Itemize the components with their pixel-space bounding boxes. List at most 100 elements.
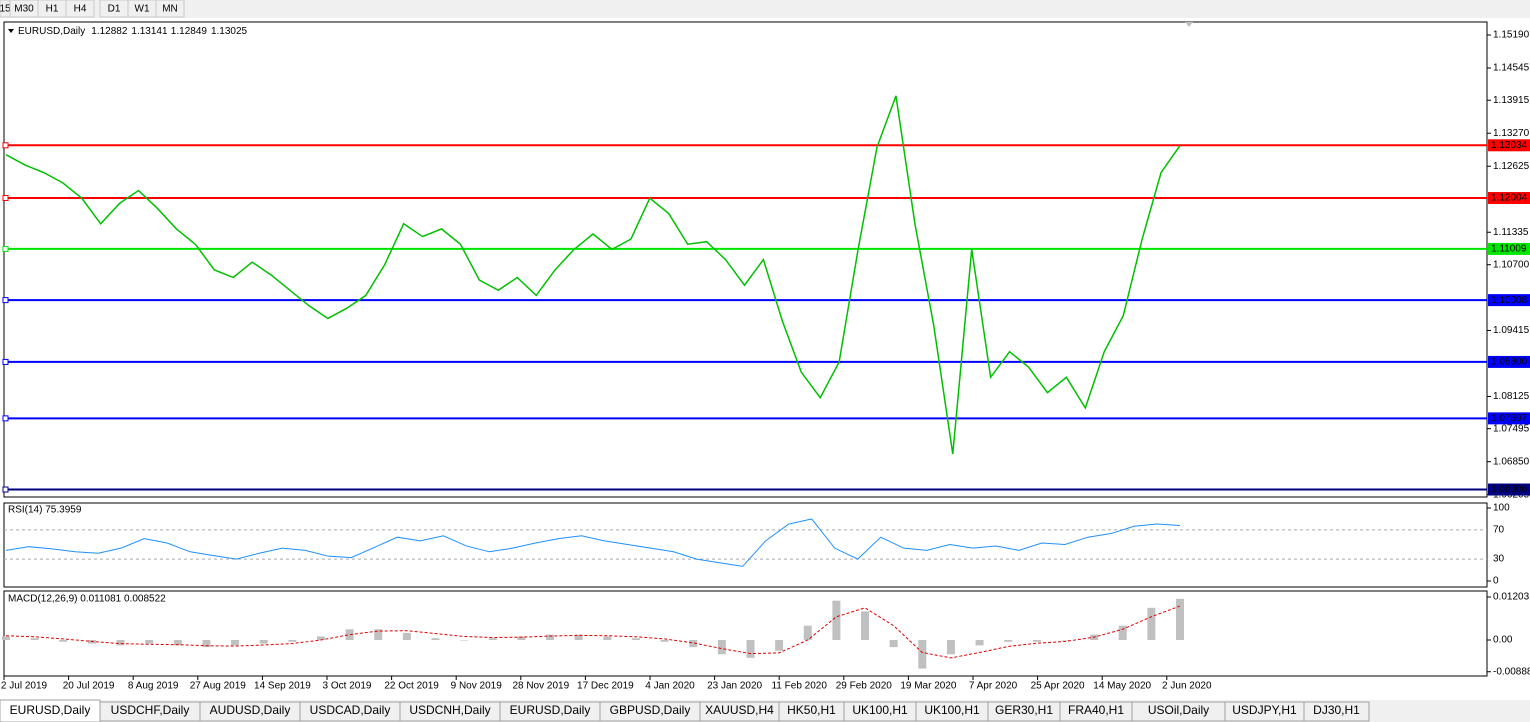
level-price-box xyxy=(1488,242,1530,255)
date-label: 20 Jul 2019 xyxy=(63,681,115,692)
date-label: 22 Oct 2019 xyxy=(384,681,439,692)
tab[interactable]: USDJPY,H1 xyxy=(1224,701,1305,722)
macd-bar xyxy=(374,629,383,641)
rsi-tick-label: 100 xyxy=(1493,503,1510,514)
price-label: 1.07495 xyxy=(1493,423,1530,434)
macd-signal xyxy=(5,605,1181,659)
date-label: 7 Apr 2020 xyxy=(969,681,1018,692)
macd-bar xyxy=(631,638,640,641)
date-label: 9 Nov 2019 xyxy=(451,681,503,692)
price-label: 1.13915 xyxy=(1493,95,1530,106)
timeframe-label: 15 xyxy=(0,4,11,15)
macd-bar xyxy=(173,640,182,646)
date-label: 17 Dec 2019 xyxy=(577,681,634,692)
level-price: 1.07697 xyxy=(1491,413,1528,424)
date-label: 29 Feb 2020 xyxy=(836,681,893,692)
macd-bar xyxy=(746,640,755,658)
level-price: 1.06306 xyxy=(1491,484,1528,495)
macd-bar xyxy=(1061,640,1070,641)
tab-label: FRA40,H1 xyxy=(1068,703,1124,717)
price-label: 1.08125 xyxy=(1493,391,1530,402)
tab[interactable]: USOil,Daily xyxy=(1131,701,1226,722)
rsi-label: RSI(14) 75.3959 xyxy=(8,505,82,516)
tab-label: USOil,Daily xyxy=(1148,703,1209,717)
tab-label: UK100,H1 xyxy=(852,703,908,717)
tab[interactable]: GER30,H1 xyxy=(987,701,1061,722)
macd-bar xyxy=(59,640,68,642)
date-label: 3 Oct 2019 xyxy=(323,681,372,692)
price-label: 1.15190 xyxy=(1493,30,1530,41)
tab-label: USDJPY,H1 xyxy=(1232,703,1297,717)
date-label: 4 Jan 2020 xyxy=(645,681,695,692)
timeframe-button[interactable] xyxy=(155,0,185,18)
macd-label: MACD(12,26,9) 0.011081 0.008522 xyxy=(8,594,166,605)
macd-bar xyxy=(889,640,898,648)
macd-bar xyxy=(1118,625,1127,641)
tab-label: XAUUSD,H4 xyxy=(705,703,774,717)
tab[interactable]: HK50,H1 xyxy=(778,701,845,722)
price-label: 1.11335 xyxy=(1493,227,1529,238)
price-label: 1.10700 xyxy=(1493,259,1530,270)
level-price-box xyxy=(1488,192,1530,205)
rsi-tick-label: 0 xyxy=(1493,576,1499,587)
timeframe-button[interactable] xyxy=(65,0,95,18)
level-price-box xyxy=(1488,355,1530,368)
tab[interactable]: UK100,H1 xyxy=(843,701,917,722)
level-price: 1.12004 xyxy=(1491,193,1528,204)
timeframe-label: MN xyxy=(162,4,178,15)
price-panel xyxy=(3,21,1488,498)
level-handle xyxy=(2,195,9,202)
price-label: 1.14545 xyxy=(1493,63,1530,74)
price-line xyxy=(5,95,1181,455)
tab[interactable]: FRA40,H1 xyxy=(1059,701,1133,722)
tab[interactable]: USDCNH,Daily xyxy=(399,701,501,722)
tab[interactable]: UK100,H1 xyxy=(915,701,989,722)
tab[interactable]: USDCAD,Daily xyxy=(299,701,401,722)
date-label: 8 Aug 2019 xyxy=(128,681,179,692)
tab[interactable]: EURUSD,Daily xyxy=(0,699,101,722)
level-price-box xyxy=(1488,294,1530,307)
timeframe-label: M30 xyxy=(14,4,34,15)
tab[interactable]: GBPUSD,Daily xyxy=(599,701,701,722)
tab-label: GER30,H1 xyxy=(995,703,1053,717)
macd-bar xyxy=(145,640,154,644)
macd-bar xyxy=(660,640,669,642)
tab-label: GBPUSD,Daily xyxy=(610,703,691,717)
macd-bar xyxy=(288,640,297,642)
date-label: 2 Jul 2019 xyxy=(1,681,48,692)
toolbar xyxy=(0,0,1530,18)
level-handle xyxy=(2,142,9,149)
tab[interactable]: EURUSD,Daily xyxy=(499,701,601,722)
tab-label: DJ30,H1 xyxy=(1313,703,1360,717)
macd-bar xyxy=(231,640,240,646)
level-price: 1.10008 xyxy=(1491,295,1528,306)
level-handle xyxy=(2,486,9,493)
macd-bar xyxy=(2,636,10,641)
macd-bar xyxy=(803,625,812,641)
tab[interactable]: AUDUSD,Daily xyxy=(199,701,301,722)
price-label: 1.12625 xyxy=(1493,161,1530,172)
tab[interactable]: DJ30,H1 xyxy=(1303,701,1370,722)
macd-bar xyxy=(259,640,268,644)
macd-bar xyxy=(316,636,325,641)
macd-tick-label: 0.00 xyxy=(1493,635,1513,646)
chart-area xyxy=(0,18,1530,700)
tab-label: UK100,H1 xyxy=(924,703,980,717)
macd-bar xyxy=(546,634,555,641)
symbol: EURUSD,Daily xyxy=(18,26,85,37)
tab[interactable]: XAUUSD,H4 xyxy=(699,701,780,722)
macd-bar xyxy=(202,640,211,648)
date-label: 27 Aug 2019 xyxy=(190,681,247,692)
tab-label: USDCHF,Daily xyxy=(111,703,190,717)
level-handle xyxy=(2,245,9,252)
macd-bar xyxy=(488,638,497,641)
price-label: 1.09415 xyxy=(1493,325,1530,336)
macd-bar xyxy=(431,638,440,641)
high: 1.13141 xyxy=(131,26,168,37)
level-price: 1.13034 xyxy=(1491,140,1528,151)
tab[interactable]: USDCHF,Daily xyxy=(99,701,201,722)
shift-marker xyxy=(1185,22,1193,27)
rsi-line xyxy=(5,518,1181,567)
macd-bar xyxy=(775,640,784,651)
date-label: 19 Mar 2020 xyxy=(900,681,957,692)
